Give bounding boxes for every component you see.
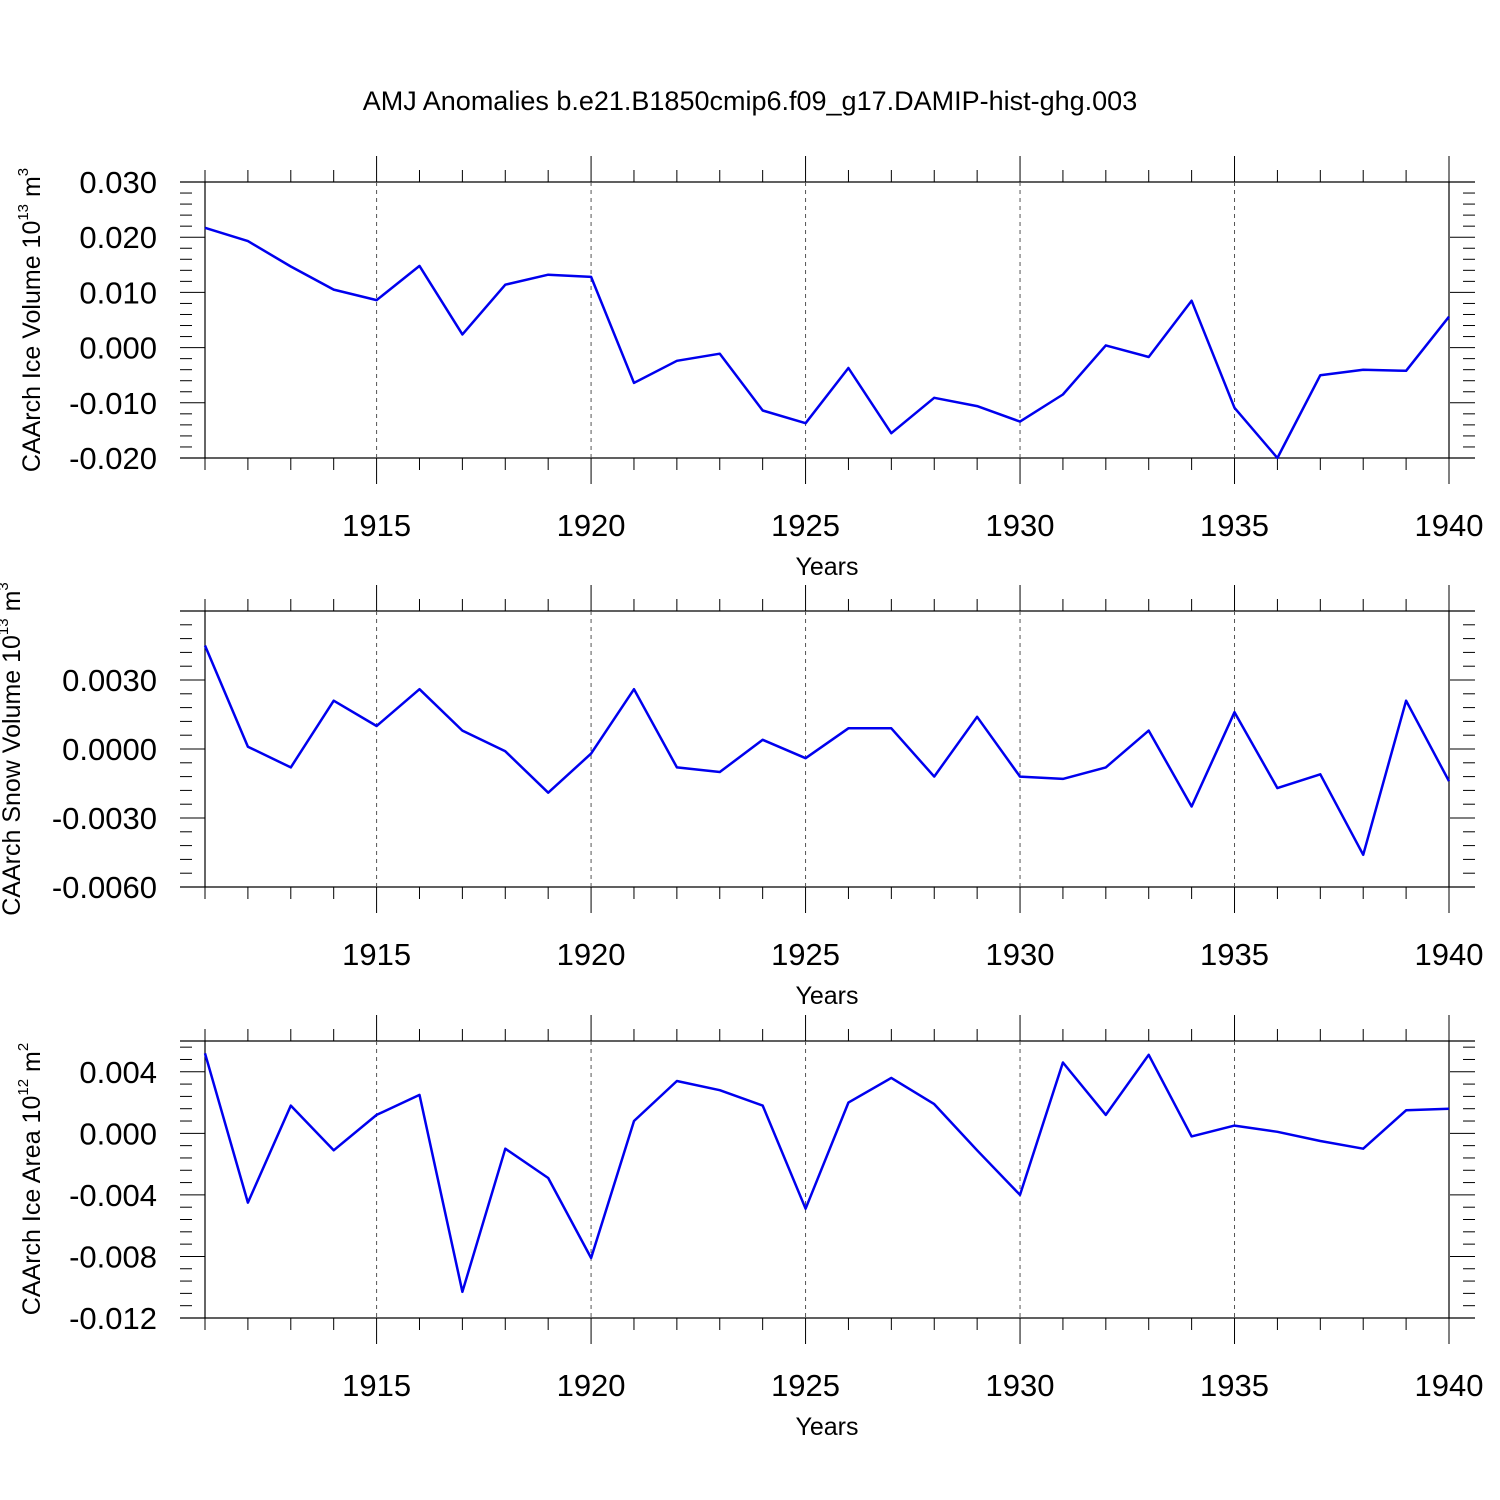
y-axis-label-unit-exponent: 3 [15,168,32,176]
y-axis-label-exponent: 13 [0,618,12,635]
y-axis-label: CAArch Snow Volume 1013 m3 [0,582,26,916]
y-tick-label: -0.004 [69,1178,157,1213]
y-axis-label-unit: m [0,591,26,619]
panels: 1915 1920 1925 1930 1935 1940 Years -0.020 -0.01… [0,156,1483,1441]
x-tick-label: 1925 [771,937,840,972]
y-axis-label-exponent: 12 [15,1079,32,1096]
x-tick-label: 1930 [986,937,1055,972]
y-tick-label: -0.0030 [52,801,157,836]
x-tick-label: 1935 [1200,937,1269,972]
y-axis-label-unit-exponent: 2 [15,1043,32,1051]
series-line [204,226,1450,460]
x-axis-label: Years [795,1413,858,1441]
x-tick-label: 1930 [986,1368,1055,1403]
panel-3: 1915 1920 1925 1930 1935 1940 Years -0.012 -0.00… [15,1015,1483,1441]
x-tick-label: 1935 [1200,1368,1269,1403]
panel-1: 1915 1920 1925 1930 1935 1940 Years -0.020 -0.01… [15,156,1483,581]
y-axis-label: CAArch Ice Area 1012 m2 [15,1043,46,1315]
plot-area [180,182,1475,458]
x-tick-label: 1940 [1415,508,1484,543]
x-tick-label: 1920 [557,1368,626,1403]
y-tick-label: -0.012 [69,1301,157,1336]
y-tick-label: 0.030 [79,165,157,200]
y-tick-label: -0.020 [69,441,157,476]
x-tick-label: 1920 [557,937,626,972]
series-line [203,645,1451,857]
plot-area [180,1041,1475,1318]
y-tick-label: 0.0000 [62,732,157,767]
x-axis-label: Years [795,982,858,1010]
x-tick-label: 1925 [771,508,840,543]
y-tick-label: 0.000 [79,1116,157,1151]
y-tick-label: 0.0030 [62,663,157,698]
x-tick-label: 1940 [1415,1368,1484,1403]
x-tick-label: 1915 [342,508,411,543]
x-axis-label: Years [795,553,858,581]
panel-2: 1915 1920 1925 1930 1935 1940 Years -0.0060 -0.0… [0,582,1483,1010]
y-tick-label: 0.000 [79,331,157,366]
y-axis-label-exponent: 13 [15,204,32,221]
y-tick-label: -0.010 [69,386,157,421]
y-axis-label: CAArch Ice Volume 1013 m3 [15,168,46,472]
y-axis-label-text: CAArch Ice Area 10 [18,1096,46,1316]
figure-title: AMJ Anomalies b.e21.B1850cmip6.f09_g17.D… [363,86,1137,116]
y-axis-label-text: CAArch Ice Volume 10 [18,221,46,473]
series-line [203,1052,1450,1294]
x-tick-label: 1920 [557,508,626,543]
y-axis-label-text: CAArch Snow Volume 10 [0,635,26,916]
y-axis-label-unit: m [18,1051,46,1079]
x-tick-label: 1935 [1200,508,1269,543]
y-tick-label: -0.008 [69,1239,157,1274]
plot-area [180,611,1475,887]
y-tick-label: 0.020 [79,220,157,255]
y-axis-label-unit-exponent: 3 [0,582,12,590]
x-tick-label: 1915 [342,937,411,972]
y-tick-label: 0.010 [79,275,157,310]
x-tick-label: 1930 [986,508,1055,543]
x-tick-label: 1915 [342,1368,411,1403]
x-tick-label: 1925 [771,1368,840,1403]
x-tick-label: 1940 [1415,937,1484,972]
y-axis-label-unit: m [18,176,46,204]
y-tick-label: 0.004 [79,1055,157,1090]
y-tick-label: -0.0060 [52,870,157,905]
